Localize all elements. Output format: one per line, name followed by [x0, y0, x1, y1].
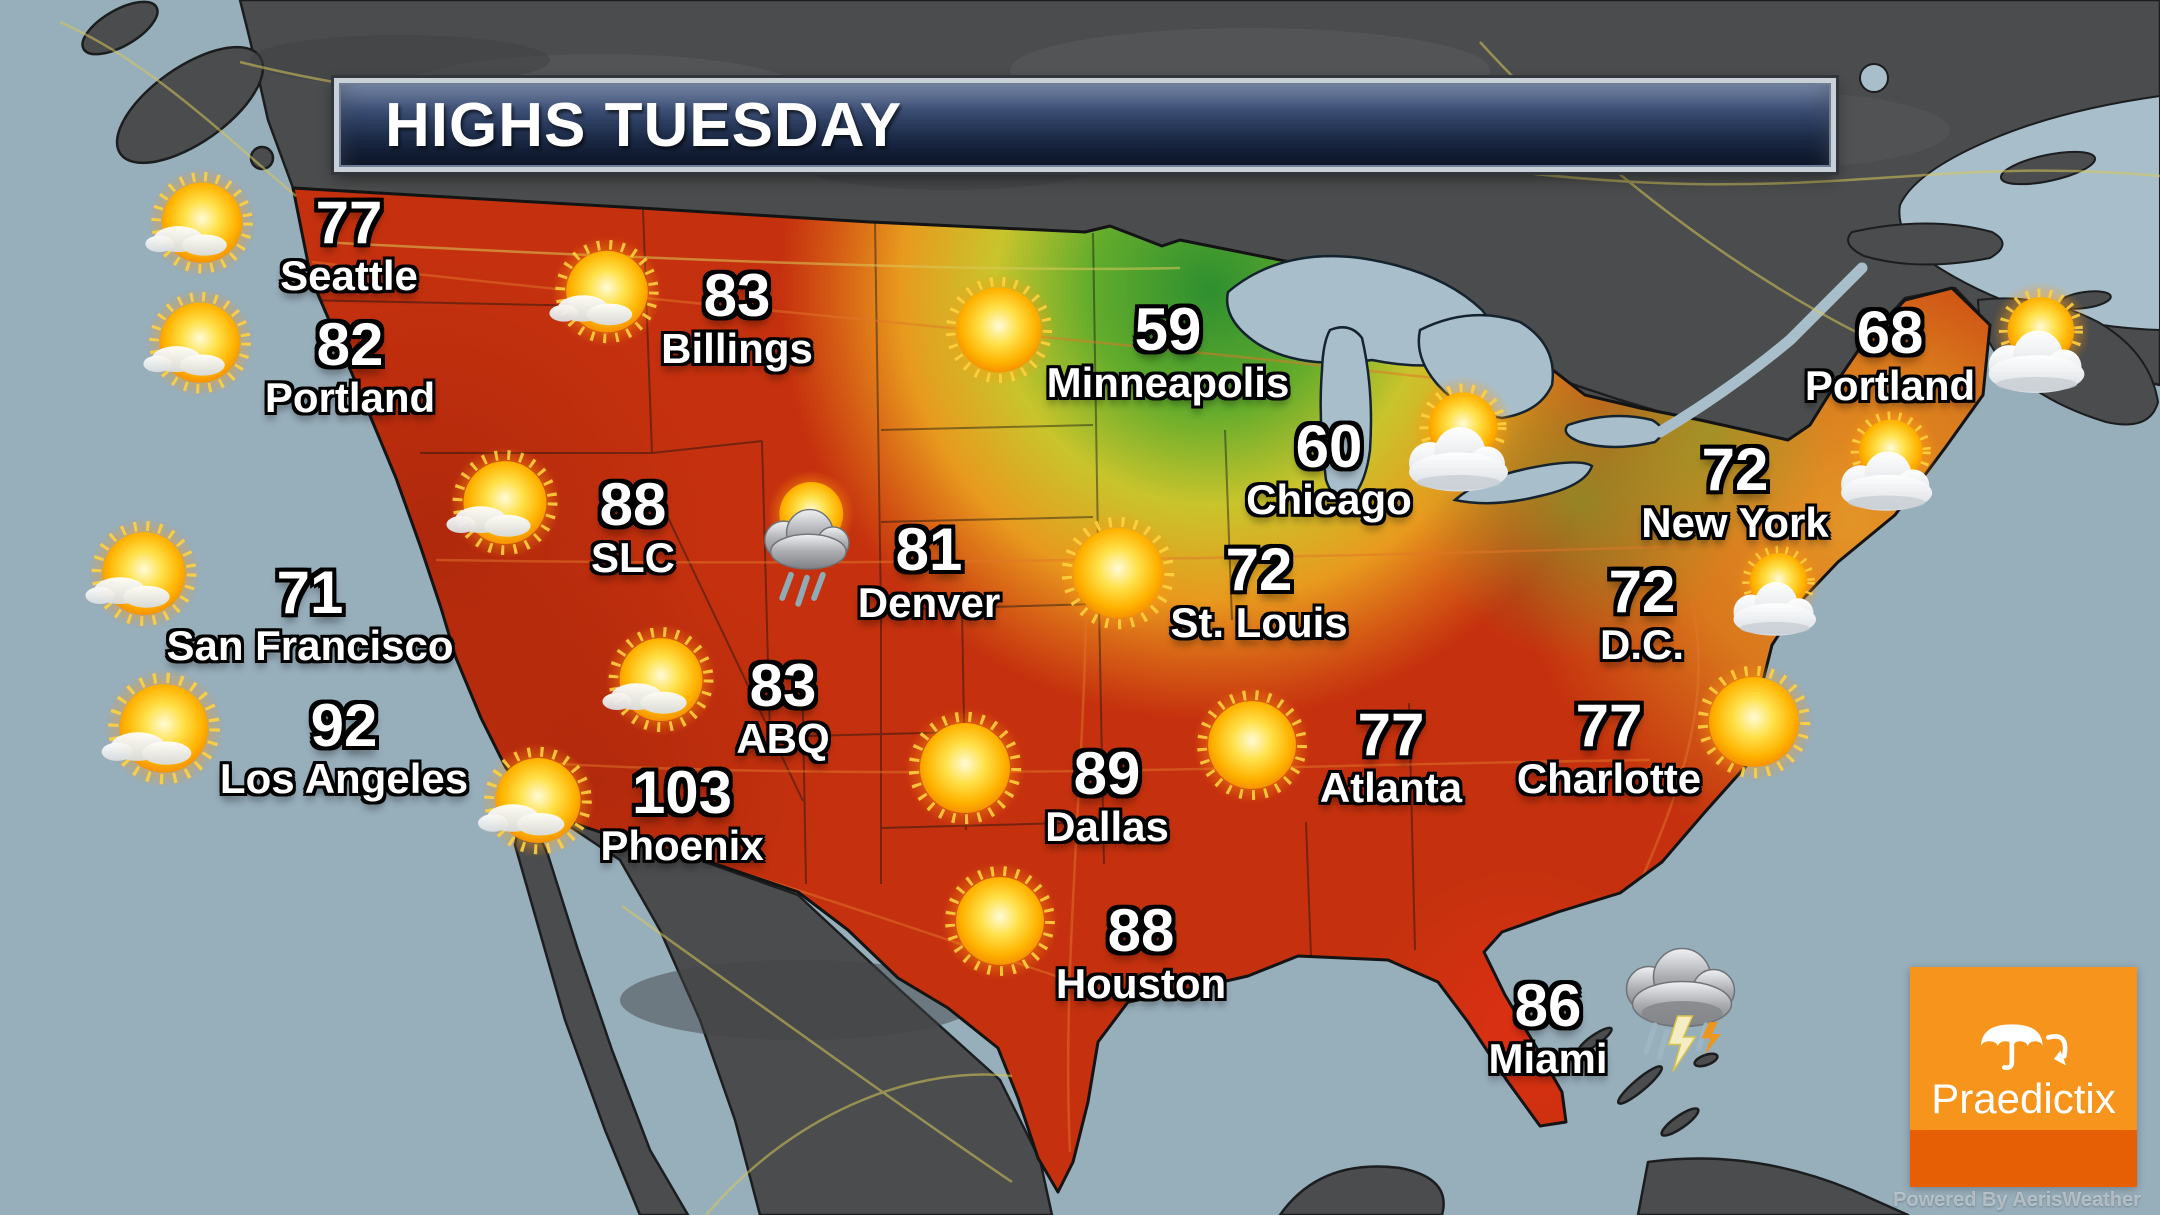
- city-name: Miami: [1488, 1035, 1608, 1082]
- temperature-value: 77: [1357, 701, 1425, 768]
- yucatan: [1278, 1165, 1445, 1215]
- great-lakes: [1225, 254, 1868, 505]
- sun-with-small-cloud-icon: [143, 166, 261, 284]
- temperature-value: 88: [1107, 897, 1175, 964]
- sun-behind-cloud-icon: [1819, 399, 1957, 537]
- city-name: Portland: [264, 374, 436, 421]
- temperature-value: 86: [1514, 972, 1582, 1039]
- gaspe-peninsula: [1847, 222, 2004, 266]
- temperature-value: 83: [749, 652, 817, 719]
- sun-with-rain-cloud-icon: [732, 468, 877, 613]
- city-forecast-label: 72 St. Louis: [1170, 540, 1347, 644]
- city-forecast-label: 92 Los Angeles: [220, 696, 468, 800]
- city-forecast-label: 86 Miami: [1488, 976, 1607, 1080]
- city-name: Chicago: [1246, 476, 1412, 523]
- temperature-value: 77: [315, 189, 383, 256]
- temperature-value: 89: [1073, 740, 1141, 807]
- temperature-value: 68: [1856, 299, 1924, 366]
- city-forecast-label: 81 Denver: [858, 520, 1000, 624]
- temperature-value: 72: [1225, 536, 1293, 603]
- city-forecast-label: 72 D.C.: [1600, 562, 1684, 666]
- state-borders: [299, 209, 1416, 957]
- lake-ontario: [1564, 414, 1663, 449]
- temperature-value: 71: [276, 559, 344, 626]
- sun-with-small-cloud-icon: [141, 286, 259, 404]
- city-forecast-label: 77 Atlanta: [1320, 705, 1462, 809]
- storm-cloud-lightning-icon: [1607, 929, 1757, 1079]
- sun-icon: [939, 860, 1061, 982]
- umbrella-icon: [1980, 1024, 2067, 1071]
- city-forecast-label: 72 New York: [1641, 440, 1829, 544]
- bahamas: [1577, 1026, 1613, 1054]
- city-forecast-label: 83 ABQ: [736, 656, 829, 760]
- city-name: Atlanta: [1319, 764, 1463, 811]
- city-forecast-label: 60 Chicago: [1246, 417, 1412, 521]
- city-name: Houston: [1055, 960, 1227, 1007]
- city-forecast-label: 83 Billings: [661, 266, 813, 370]
- city-forecast-label: 68 Portland: [1805, 303, 1975, 407]
- city-name: Denver: [857, 579, 1001, 626]
- city-name: San Francisco: [166, 622, 454, 669]
- sun-with-small-cloud-icon: [99, 666, 229, 796]
- city-name: New York: [1641, 499, 1829, 546]
- city-forecast-label: 82 Portland: [265, 315, 435, 419]
- temperature-value: 82: [316, 311, 384, 378]
- temperature-value: 103: [631, 759, 733, 826]
- sun-behind-cloud-icon: [1714, 535, 1839, 660]
- city-name: Minneapolis: [1046, 359, 1290, 406]
- temperature-value: 72: [1608, 558, 1676, 625]
- city-forecast-label: 71 San Francisco: [166, 563, 453, 667]
- city-forecast-label: 89 Dallas: [1045, 744, 1169, 848]
- temperature-value: 72: [1701, 436, 1769, 503]
- city-name: Los Angeles: [219, 755, 469, 802]
- temperature-value: 83: [703, 262, 771, 329]
- anticosti-island: [1999, 150, 2097, 186]
- city-forecast-label: 103 Phoenix: [600, 763, 763, 867]
- city-name: St. Louis: [1170, 599, 1348, 646]
- logo-color-band: [1910, 1130, 2137, 1187]
- temperature-value: 88: [599, 471, 667, 538]
- lake-michigan: [1319, 326, 1373, 501]
- title-banner: HIGHS TUESDAY: [334, 78, 1836, 172]
- us-roads: [311, 260, 1700, 1153]
- sun-icon: [940, 271, 1058, 389]
- city-name: Phoenix: [600, 822, 764, 869]
- baja-peninsula: [513, 800, 690, 1215]
- city-name: Charlotte: [1516, 755, 1702, 802]
- sun-behind-cloud-icon: [1966, 276, 2111, 421]
- city-name: SLC: [591, 534, 675, 581]
- sun-icon: [1056, 511, 1181, 636]
- banner-title: HIGHS TUESDAY: [385, 90, 903, 160]
- temperature-value: 59: [1134, 296, 1202, 363]
- sun-with-small-cloud-icon: [600, 621, 722, 743]
- temperature-value: 60: [1295, 413, 1363, 480]
- city-name: Seattle: [280, 252, 418, 299]
- sun-with-small-cloud-icon: [444, 444, 566, 566]
- sun-with-small-cloud-icon: [547, 234, 667, 354]
- sun-icon: [1191, 684, 1313, 806]
- city-name: ABQ: [736, 715, 830, 762]
- city-name: Billings: [661, 325, 813, 372]
- temperature-value: 77: [1575, 692, 1643, 759]
- city-forecast-label: 77 Charlotte: [1517, 696, 1701, 800]
- city-name: Portland: [1804, 362, 1976, 409]
- sun-icon: [903, 706, 1028, 831]
- sun-icon: [1692, 660, 1817, 785]
- st-lawrence-river: [1654, 262, 1868, 438]
- city-forecast-label: 59 Minneapolis: [1047, 300, 1290, 404]
- sun-with-small-cloud-icon: [476, 741, 601, 866]
- temperature-value: 81: [895, 516, 963, 583]
- city-name: D.C.: [1600, 621, 1684, 668]
- praedictix-logo: Praedictix: [1910, 967, 2137, 1187]
- city-forecast-label: 88 Houston: [1056, 901, 1226, 1005]
- city-name: Dallas: [1045, 803, 1169, 850]
- powered-by-credit: Powered By AerisWeather: [1893, 1189, 2141, 1211]
- temperature-value: 92: [310, 692, 378, 759]
- city-forecast-label: 77 Seattle: [280, 193, 418, 297]
- city-forecast-label: 88 SLC: [591, 475, 675, 579]
- cuba-island: [1636, 1157, 1910, 1215]
- brand-name: Praedictix: [1931, 1075, 2116, 1122]
